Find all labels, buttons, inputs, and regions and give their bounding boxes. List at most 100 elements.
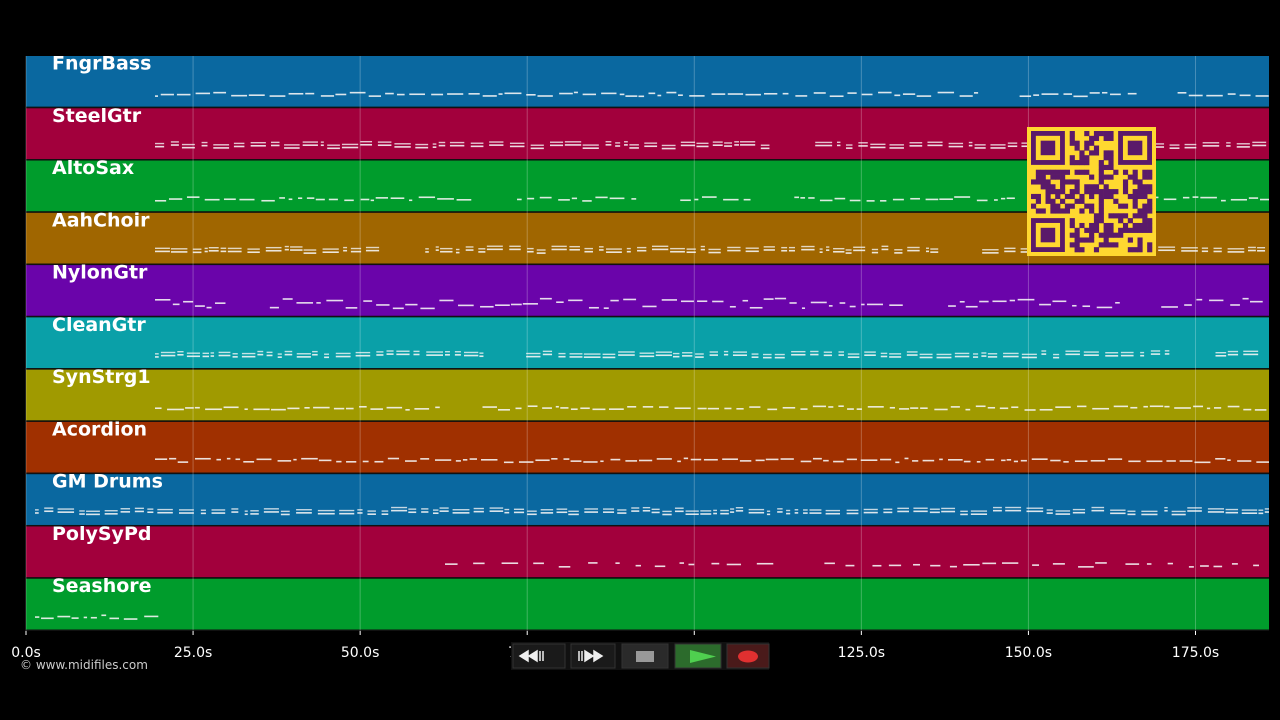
note	[654, 565, 666, 568]
rewind-button[interactable]	[512, 643, 566, 669]
note	[777, 508, 783, 510]
note	[644, 142, 658, 144]
note	[734, 141, 740, 143]
note	[1140, 351, 1145, 354]
qr-cell	[1035, 179, 1041, 185]
note	[296, 353, 311, 355]
note	[712, 300, 724, 303]
note	[381, 513, 389, 515]
note	[170, 248, 188, 250]
note	[1095, 562, 1107, 564]
note	[123, 618, 138, 620]
qr-cell	[1098, 174, 1104, 180]
note	[376, 354, 384, 356]
note	[800, 408, 808, 410]
note	[170, 251, 188, 253]
note	[954, 196, 971, 198]
note	[1120, 351, 1134, 354]
note	[425, 251, 429, 253]
note	[301, 457, 318, 460]
note	[764, 92, 778, 95]
note	[231, 508, 239, 510]
note	[795, 95, 808, 97]
note	[982, 562, 997, 565]
note	[265, 249, 282, 252]
note	[1164, 509, 1168, 512]
note	[847, 408, 854, 410]
qr-cell	[1040, 208, 1046, 214]
note	[740, 141, 756, 143]
note	[1004, 250, 1016, 253]
note	[723, 350, 729, 353]
note	[826, 249, 830, 251]
record-button[interactable]	[726, 643, 770, 669]
note	[537, 95, 553, 97]
note	[1091, 509, 1105, 512]
qr-cell	[1089, 135, 1095, 141]
note	[318, 459, 332, 462]
note	[439, 510, 449, 512]
note	[1013, 460, 1019, 463]
note	[662, 510, 672, 513]
qr-cell	[1108, 227, 1114, 233]
note	[527, 250, 534, 253]
qr-cell	[1074, 140, 1080, 146]
note	[907, 249, 920, 252]
note	[711, 562, 720, 565]
play-button[interactable]	[674, 643, 722, 669]
qr-cell	[1089, 193, 1095, 200]
note	[101, 614, 107, 617]
qr-cell	[1118, 227, 1124, 233]
forward-button[interactable]	[570, 643, 616, 669]
note	[1073, 95, 1088, 98]
note	[685, 513, 699, 516]
note	[1021, 353, 1037, 356]
note	[177, 461, 189, 463]
qr-cell	[1069, 242, 1075, 248]
note	[1184, 304, 1192, 306]
note	[723, 198, 739, 201]
note	[510, 303, 522, 306]
note	[463, 354, 479, 357]
note	[864, 354, 876, 356]
note	[227, 247, 242, 250]
note	[602, 353, 616, 356]
qr-cell	[1069, 193, 1075, 200]
stop-button[interactable]	[621, 643, 669, 669]
note	[637, 249, 647, 252]
note	[723, 353, 729, 356]
note	[333, 407, 345, 410]
note	[556, 511, 568, 514]
note	[959, 300, 965, 303]
qr-cell	[1098, 131, 1104, 137]
note	[624, 144, 628, 146]
qr-cell	[1103, 193, 1109, 200]
note	[569, 353, 583, 355]
qr-cell	[1137, 237, 1143, 243]
note	[539, 196, 552, 199]
note	[1072, 508, 1086, 511]
note	[965, 408, 971, 411]
note	[335, 93, 347, 96]
note	[1206, 94, 1223, 97]
note	[195, 92, 211, 95]
note	[41, 617, 54, 620]
note	[936, 353, 952, 356]
note	[1158, 249, 1176, 252]
note	[432, 509, 439, 511]
note	[685, 510, 699, 512]
note	[320, 95, 335, 97]
note	[445, 563, 458, 565]
note	[357, 512, 363, 514]
note	[1264, 511, 1269, 513]
note	[701, 196, 717, 198]
note	[1196, 298, 1203, 301]
note	[1000, 197, 1006, 200]
note	[740, 144, 756, 146]
note	[489, 144, 504, 146]
note	[833, 460, 844, 463]
note	[298, 197, 303, 200]
note	[478, 251, 486, 253]
note	[897, 510, 909, 513]
track-lane	[26, 265, 1269, 316]
